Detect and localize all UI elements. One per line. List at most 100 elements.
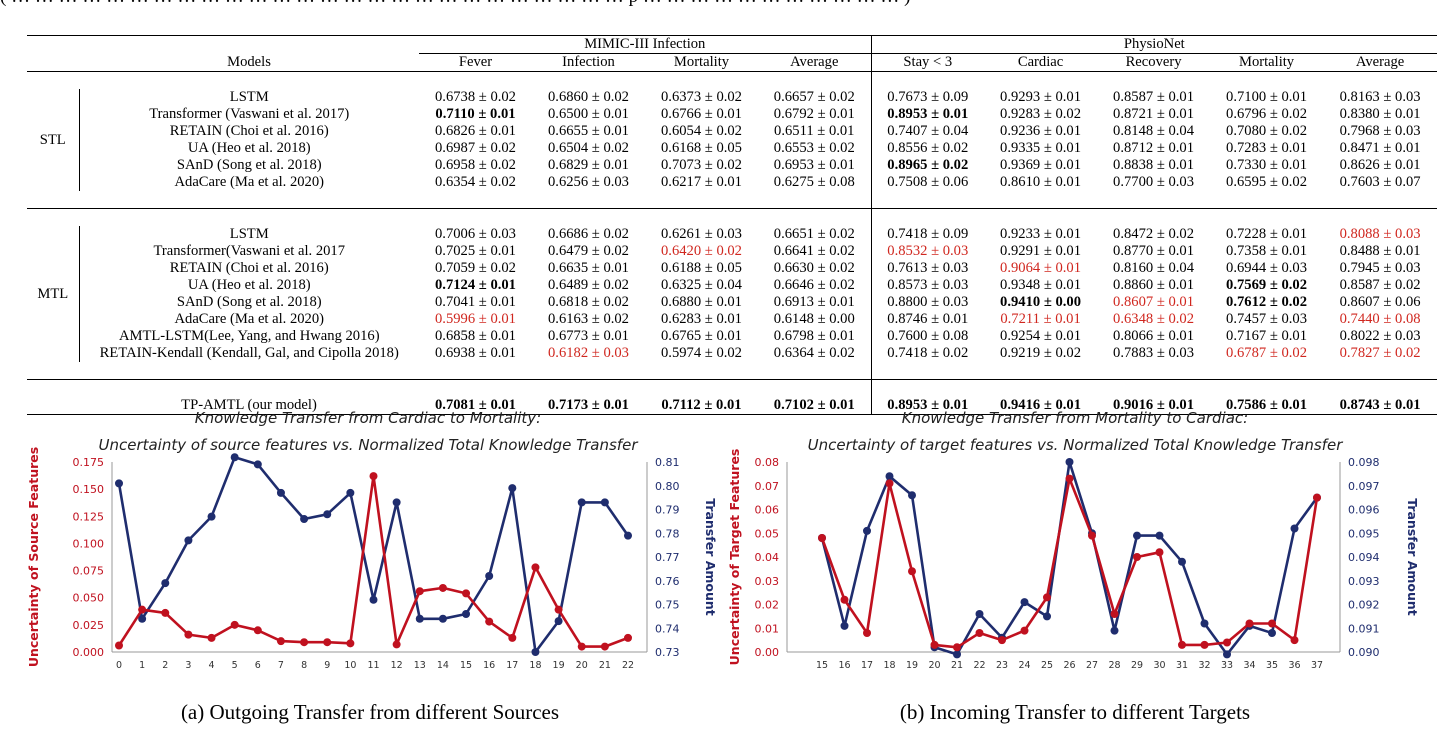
- x-tick-label: 0: [116, 660, 122, 671]
- results-table: MIMIC-III Infection PhysioNet Models Fev…: [27, 35, 1438, 415]
- data-point-uncertainty: [554, 605, 563, 614]
- score-cell: 0.8066 ± 0.01: [1113, 328, 1195, 344]
- y2-tick-label: 0.092: [1348, 599, 1380, 612]
- score-cell: 0.5996 ± 0.01: [435, 311, 516, 327]
- column-header: Average: [1323, 53, 1438, 72]
- model-name: AdaCare (Ma et al. 2020): [174, 311, 325, 327]
- data-point-transfer: [600, 498, 609, 507]
- model-name: TP-AMTL (our model): [79, 397, 419, 415]
- x-tick-label: 25: [1041, 660, 1053, 671]
- y-tick-label: 0.03: [755, 575, 780, 588]
- score-cell: 0.8607 ± 0.01: [1113, 294, 1195, 310]
- x-tick-label: 11: [367, 660, 379, 671]
- y2-tick-label: 0.097: [1348, 480, 1380, 493]
- data-point-uncertainty: [1178, 640, 1186, 649]
- chart-title: Knowledge Transfer from Cardiac to Morta…: [195, 409, 541, 427]
- data-point-uncertainty: [1223, 638, 1231, 647]
- data-point-uncertainty: [138, 605, 147, 614]
- x-tick-label: 32: [1198, 660, 1210, 671]
- score-cell: 0.8380 ± 0.01: [1339, 106, 1421, 122]
- score-cell: 0.6641 ± 0.02: [758, 243, 872, 260]
- y2-tick-label: 0.098: [1348, 456, 1380, 469]
- y2-tick-label: 0.77: [655, 551, 680, 564]
- y2-axis-label: Transfer Amount: [1405, 498, 1420, 616]
- score-cell: 0.6325 ± 0.04: [661, 277, 742, 293]
- score-cell: 0.6938 ± 0.01: [435, 345, 516, 361]
- score-cell: 0.6188 ± 0.05: [661, 260, 742, 276]
- x-tick-label: 31: [1176, 660, 1188, 671]
- y2-tick-label: 0.74: [655, 622, 680, 635]
- score-cell: 0.6796 ± 0.02: [1226, 106, 1308, 122]
- x-tick-label: 14: [437, 660, 449, 671]
- y2-tick-label: 0.096: [1348, 504, 1380, 517]
- data-point-uncertainty: [998, 636, 1006, 645]
- x-tick-label: 4: [209, 660, 215, 671]
- score-cell: 0.9254 ± 0.01: [1000, 328, 1082, 344]
- x-tick-label: 28: [1108, 660, 1120, 671]
- group-header-mimic: MIMIC-III Infection: [419, 35, 872, 54]
- score-cell: 0.6913 ± 0.01: [758, 294, 872, 311]
- data-point-uncertainty: [207, 633, 216, 642]
- data-point-transfer: [138, 614, 147, 623]
- score-cell: 0.7407 ± 0.04: [887, 123, 969, 139]
- y2-tick-label: 0.76: [655, 575, 680, 588]
- model-name: SAnD (Song et al. 2018): [176, 157, 322, 173]
- y-tick-label: 0.050: [73, 592, 105, 605]
- model-name: LSTM: [229, 226, 269, 242]
- data-point-transfer: [1133, 531, 1141, 540]
- score-cell: 0.7612 ± 0.02: [1226, 294, 1308, 310]
- x-tick-label: 27: [1086, 660, 1098, 671]
- x-tick-label: 9: [324, 660, 330, 671]
- table-row: SAnD (Song et al. 2018) 0.6958 ± 0.02 0.68…: [27, 157, 1437, 174]
- table-row: SAnD (Song et al. 2018) 0.7041 ± 0.01 0.68…: [27, 294, 1437, 311]
- score-cell: 0.6500 ± 0.01: [548, 106, 629, 122]
- group-header-physionet: PhysioNet: [871, 35, 1438, 54]
- x-tick-label: 20: [576, 660, 588, 671]
- data-point-uncertainty: [323, 638, 332, 647]
- x-tick-label: 30: [1153, 660, 1165, 671]
- chart-subtitle: Uncertainty of target features vs. Norma…: [808, 436, 1344, 454]
- y-tick-label: 0.07: [755, 480, 780, 493]
- score-cell: 0.6818 ± 0.02: [548, 294, 629, 310]
- data-point-transfer: [276, 488, 285, 497]
- data-point-uncertainty: [1065, 474, 1074, 483]
- score-cell: 0.7358 ± 0.01: [1226, 243, 1308, 259]
- x-tick-label: 16: [838, 660, 850, 671]
- score-cell: 0.8532 ± 0.03: [887, 243, 969, 259]
- x-tick-label: 36: [1288, 660, 1300, 671]
- data-point-uncertainty: [230, 620, 239, 629]
- score-cell: 0.9219 ± 0.02: [1000, 345, 1082, 361]
- data-point-transfer: [554, 617, 563, 626]
- data-point-uncertainty: [485, 617, 494, 626]
- model-name: LSTM: [229, 89, 269, 105]
- score-cell: 0.8587 ± 0.01: [1113, 89, 1195, 105]
- score-cell: 0.6987 ± 0.02: [435, 140, 516, 156]
- y2-tick-label: 0.093: [1348, 575, 1380, 588]
- table-row: AMTL-LSTM(Lee, Yang, and Hwang 2016) 0.68…: [27, 328, 1437, 345]
- score-cell: 0.6765 ± 0.01: [661, 328, 742, 344]
- score-cell: 0.6504 ± 0.02: [548, 140, 629, 156]
- x-tick-label: 12: [391, 660, 403, 671]
- series-line-transfer: [117, 455, 630, 654]
- score-cell: 0.6944 ± 0.03: [1226, 260, 1308, 276]
- score-cell: 0.9236 ± 0.01: [1000, 123, 1082, 139]
- data-point-transfer: [115, 479, 123, 488]
- score-cell: 0.7673 ± 0.09: [887, 89, 969, 105]
- y-tick-label: 0.125: [73, 510, 105, 523]
- y-tick-label: 0.075: [73, 565, 105, 578]
- table-row: AdaCare (Ma et al. 2020) 0.5996 ± 0.01 0.6…: [27, 311, 1437, 328]
- data-point-transfer: [1268, 629, 1276, 637]
- score-cell: 0.8838 ± 0.01: [1113, 157, 1195, 173]
- score-cell: 0.7613 ± 0.03: [887, 260, 969, 276]
- score-cell: 0.6553 ± 0.02: [758, 140, 872, 157]
- x-tick-label: 8: [301, 660, 307, 671]
- y-tick-label: 0.100: [73, 537, 105, 550]
- data-point-transfer: [253, 460, 262, 469]
- y-tick-label: 0.000: [73, 646, 105, 659]
- x-tick-label: 20: [928, 660, 940, 671]
- stl-group-label: STL: [27, 89, 80, 191]
- data-point-transfer: [1178, 557, 1186, 566]
- score-cell: 0.7283 ± 0.01: [1226, 140, 1308, 156]
- data-point-uncertainty: [1155, 548, 1164, 557]
- score-cell: 0.6489 ± 0.02: [548, 277, 629, 293]
